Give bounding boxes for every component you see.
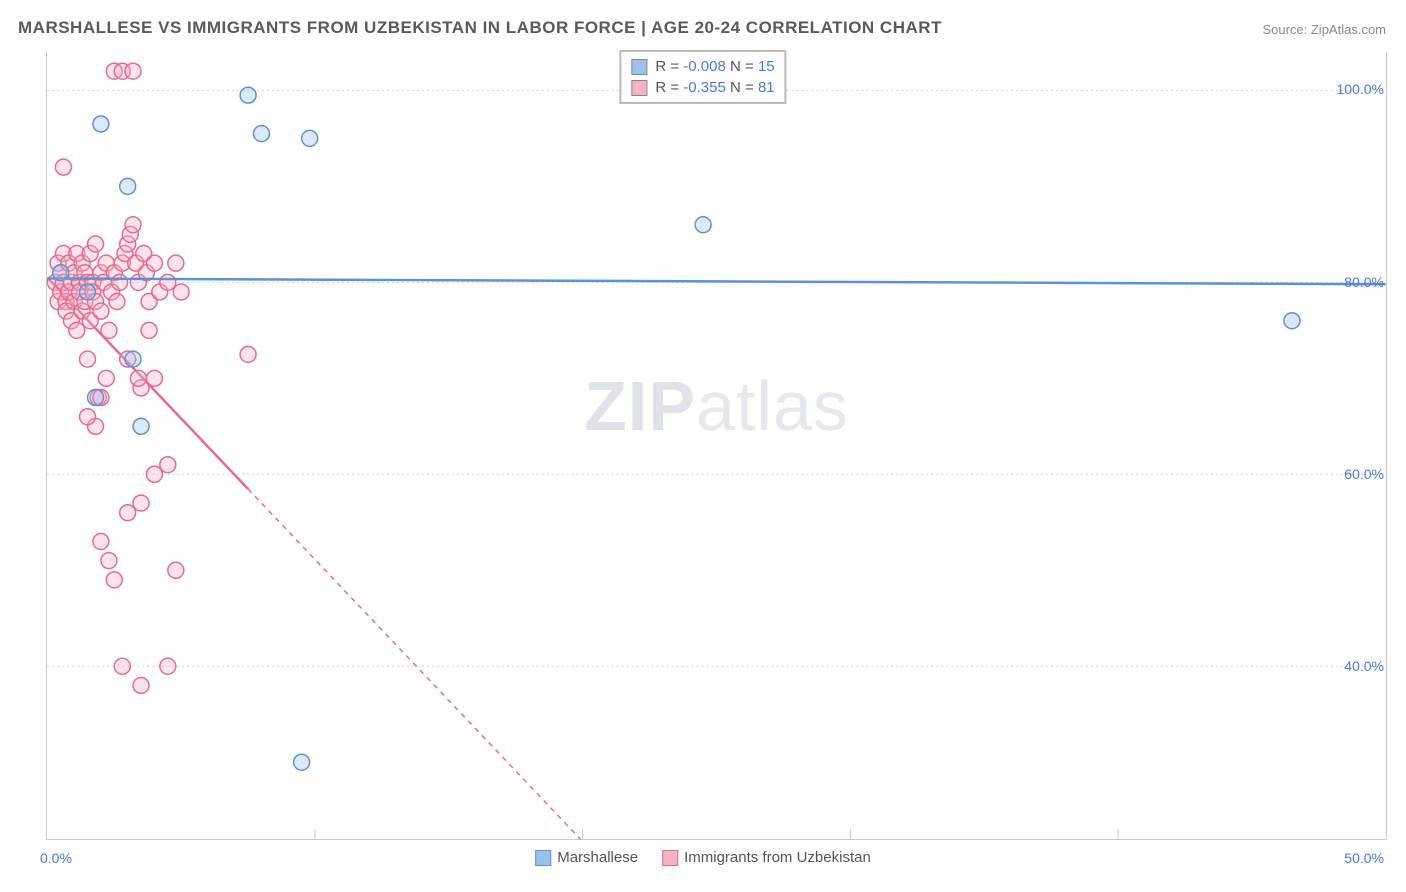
legend-r-label: R = -0.355 N = 81 bbox=[655, 79, 774, 96]
y-tick-label: 100.0% bbox=[1337, 81, 1384, 97]
legend-label: Marshallese bbox=[557, 849, 638, 866]
x-tick-left: 0.0% bbox=[40, 850, 72, 866]
chart-title: MARSHALLESE VS IMMIGRANTS FROM UZBEKISTA… bbox=[18, 18, 942, 38]
legend-item-marshallese: Marshallese bbox=[535, 849, 638, 866]
swatch-icon bbox=[631, 80, 647, 96]
legend-item-uzbekistan: Immigrants from Uzbekistan bbox=[662, 849, 871, 866]
chart-plot-area: ZIPatlas bbox=[46, 52, 1386, 840]
y-tick-label: 60.0% bbox=[1344, 466, 1384, 482]
swatch-icon bbox=[535, 850, 551, 866]
legend-label: Immigrants from Uzbekistan bbox=[684, 849, 871, 866]
scatter-svg bbox=[47, 52, 1386, 839]
y-tick-label: 80.0% bbox=[1344, 274, 1384, 290]
legend-row-marshallese: R = -0.008 N = 15 bbox=[631, 56, 774, 77]
x-tick-right: 50.0% bbox=[1344, 850, 1384, 866]
legend-row-uzbekistan: R = -0.355 N = 81 bbox=[631, 77, 774, 98]
y-tick-label: 40.0% bbox=[1344, 658, 1384, 674]
source-attribution: Source: ZipAtlas.com bbox=[1262, 22, 1386, 37]
series-legend: Marshallese Immigrants from Uzbekistan bbox=[535, 849, 871, 866]
swatch-icon bbox=[631, 59, 647, 75]
swatch-icon bbox=[662, 850, 678, 866]
legend-r-label: R = -0.008 N = 15 bbox=[655, 58, 774, 75]
correlation-legend: R = -0.008 N = 15 R = -0.355 N = 81 bbox=[619, 50, 786, 104]
